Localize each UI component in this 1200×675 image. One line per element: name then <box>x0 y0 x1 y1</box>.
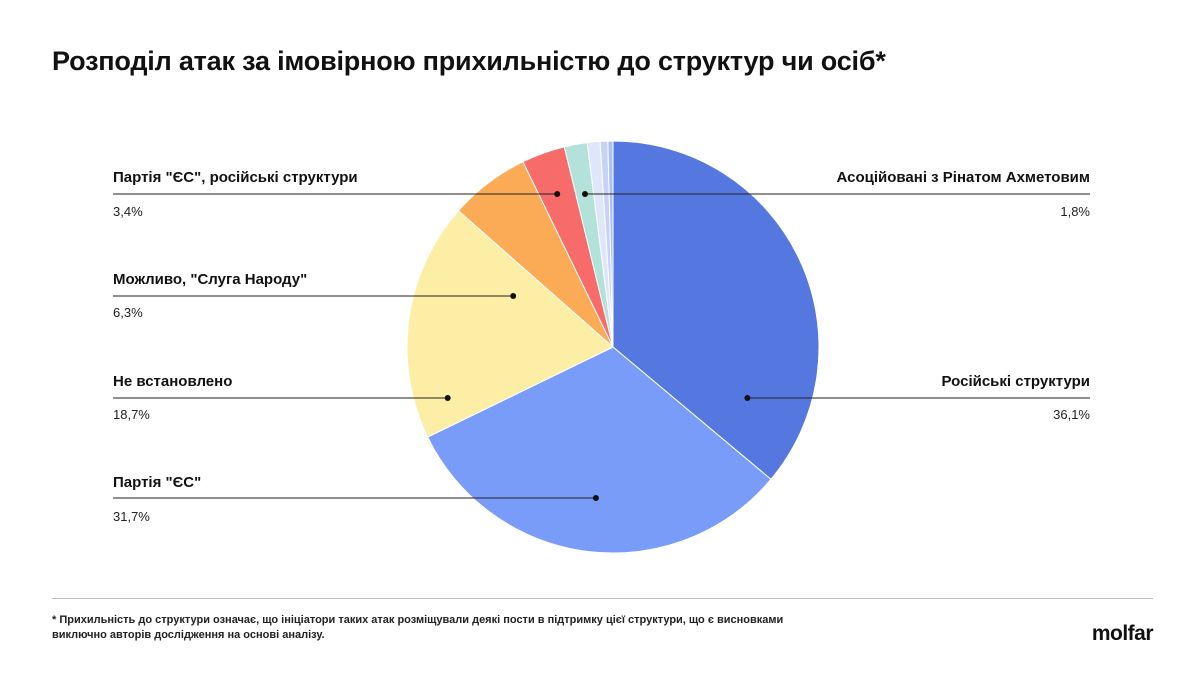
molfar-logo: molfar <box>1091 622 1154 645</box>
label-party-es: Партія "ЄС" <box>113 474 202 491</box>
pie-slice-not-established <box>406 210 614 438</box>
leader-dot-russian-structures <box>744 395 751 401</box>
label-party-es-russian: Партія "ЄС", російські структури <box>113 169 358 186</box>
leader-dot-akhmetov <box>582 191 588 197</box>
label-servant-of-people: Можливо, "Слуга Народу" <box>113 271 308 288</box>
leader-dot-party-es <box>592 495 599 501</box>
value-akhmetov: 1,8% <box>1060 204 1090 219</box>
value-russian-structures: 36,1% <box>1053 407 1090 422</box>
label-akhmetov: Асоційовані з Рінатом Ахметовим <box>836 169 1090 186</box>
value-party-es: 31,7% <box>113 509 150 524</box>
label-not-established: Не встановлено <box>113 373 233 390</box>
value-not-established: 18,7% <box>113 407 150 422</box>
value-party-es-russian: 3,4% <box>113 204 143 219</box>
value-servant-of-people: 6,3% <box>113 305 143 320</box>
leader-dot-servant-of-people <box>510 293 517 299</box>
page-title: Розподіл атак за імовірною прихильністю … <box>52 46 886 76</box>
leader-dot-not-established <box>444 395 451 401</box>
leader-dot-party-es-russian <box>554 191 561 197</box>
pie-slice-russian-structures <box>612 140 820 481</box>
footnote: * Прихильність до структури означає, що … <box>52 614 784 641</box>
pie-slice-party-es <box>427 346 772 554</box>
label-russian-structures: Російські структури <box>941 373 1090 390</box>
pie-slice-other-3 <box>607 140 614 348</box>
footer-divider <box>52 598 1153 599</box>
